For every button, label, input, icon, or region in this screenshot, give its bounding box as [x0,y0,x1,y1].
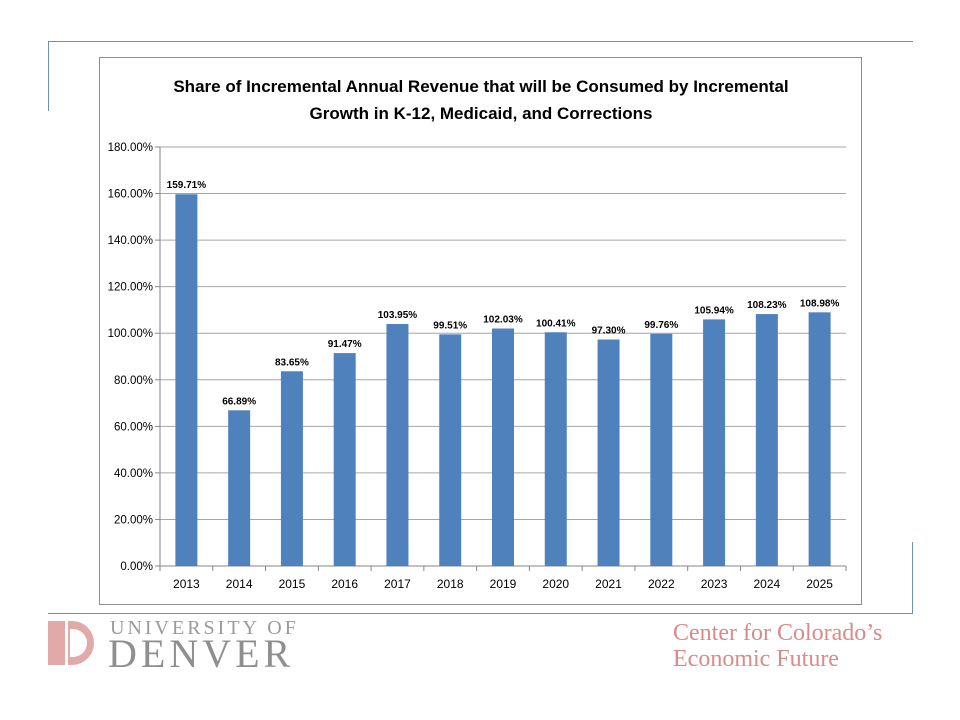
x-tick-label: 2020 [542,577,569,591]
y-tick-label: 120.00% [108,282,153,294]
bar [386,324,409,566]
x-tick-label: 2022 [648,577,675,591]
x-tick-label: 2016 [331,577,358,591]
x-tick-label: 2021 [595,577,622,591]
frame-line-bottom [48,613,913,614]
y-tick-label: 80.00% [114,375,153,387]
university-name-bottom: DENVER [108,631,295,676]
x-tick-label: 2018 [437,577,464,591]
data-label: 105.94% [694,305,734,316]
bar [650,333,673,566]
bar [703,319,726,566]
x-tick-label: 2014 [226,577,253,591]
chart-title-line-2: Growth in K-12, Medicaid, and Correction… [310,104,653,123]
bar [597,339,620,566]
y-tick-label: 0.00% [120,561,153,573]
data-label: 91.47% [328,339,362,350]
bar-chart: Share of Incremental Annual Revenue that… [108,77,847,591]
bar [333,353,356,566]
chart-container: Share of Incremental Annual Revenue that… [99,57,862,605]
bar [280,371,303,566]
frame-line-right [912,542,913,614]
data-label: 100.41% [536,318,576,329]
frame-line-left [48,41,49,111]
y-tick-label: 40.00% [114,468,153,480]
center-name-line-2: Economic Future [673,646,839,672]
data-label: 66.89% [222,396,256,407]
center-name-line-1: Center for Colorado’s [673,620,883,646]
data-label: 159.71% [167,180,207,191]
bar [492,328,514,566]
university-logo-mark [48,621,94,665]
data-label: 103.95% [378,310,418,321]
x-tick-label: 2013 [173,577,200,591]
bar [808,312,831,566]
y-tick-label: 160.00% [108,189,153,201]
y-tick-label: 20.00% [114,514,153,526]
y-tick-label: 60.00% [114,421,153,433]
y-tick-label: 140.00% [108,235,153,247]
center-logo-text: Center for Colorado’s Economic Future [673,620,882,672]
y-tick-label: 100.00% [108,328,153,340]
university-name-top: UNIVERSITY OF [110,617,299,639]
chart-title-line-1: Share of Incremental Annual Revenue that… [173,77,788,96]
x-tick-label: 2023 [701,577,728,591]
data-label: 108.23% [747,300,787,311]
data-label: 97.30% [592,326,626,337]
data-label: 108.98% [800,298,840,309]
frame-line-top [48,41,913,42]
data-label: 99.51% [433,320,467,331]
y-tick-label: 180.00% [108,142,153,154]
bar [755,314,778,566]
x-tick-label: 2017 [384,577,411,591]
bar [544,332,567,566]
bar [439,334,462,566]
x-tick-label: 2019 [490,577,517,591]
data-label: 99.76% [644,320,678,331]
x-tick-label: 2025 [806,577,833,591]
x-tick-label: 2024 [753,577,780,591]
data-label: 83.65% [275,357,309,368]
x-tick-label: 2015 [279,577,306,591]
bar [228,410,251,566]
bar [175,194,198,567]
data-label: 102.03% [483,314,523,325]
